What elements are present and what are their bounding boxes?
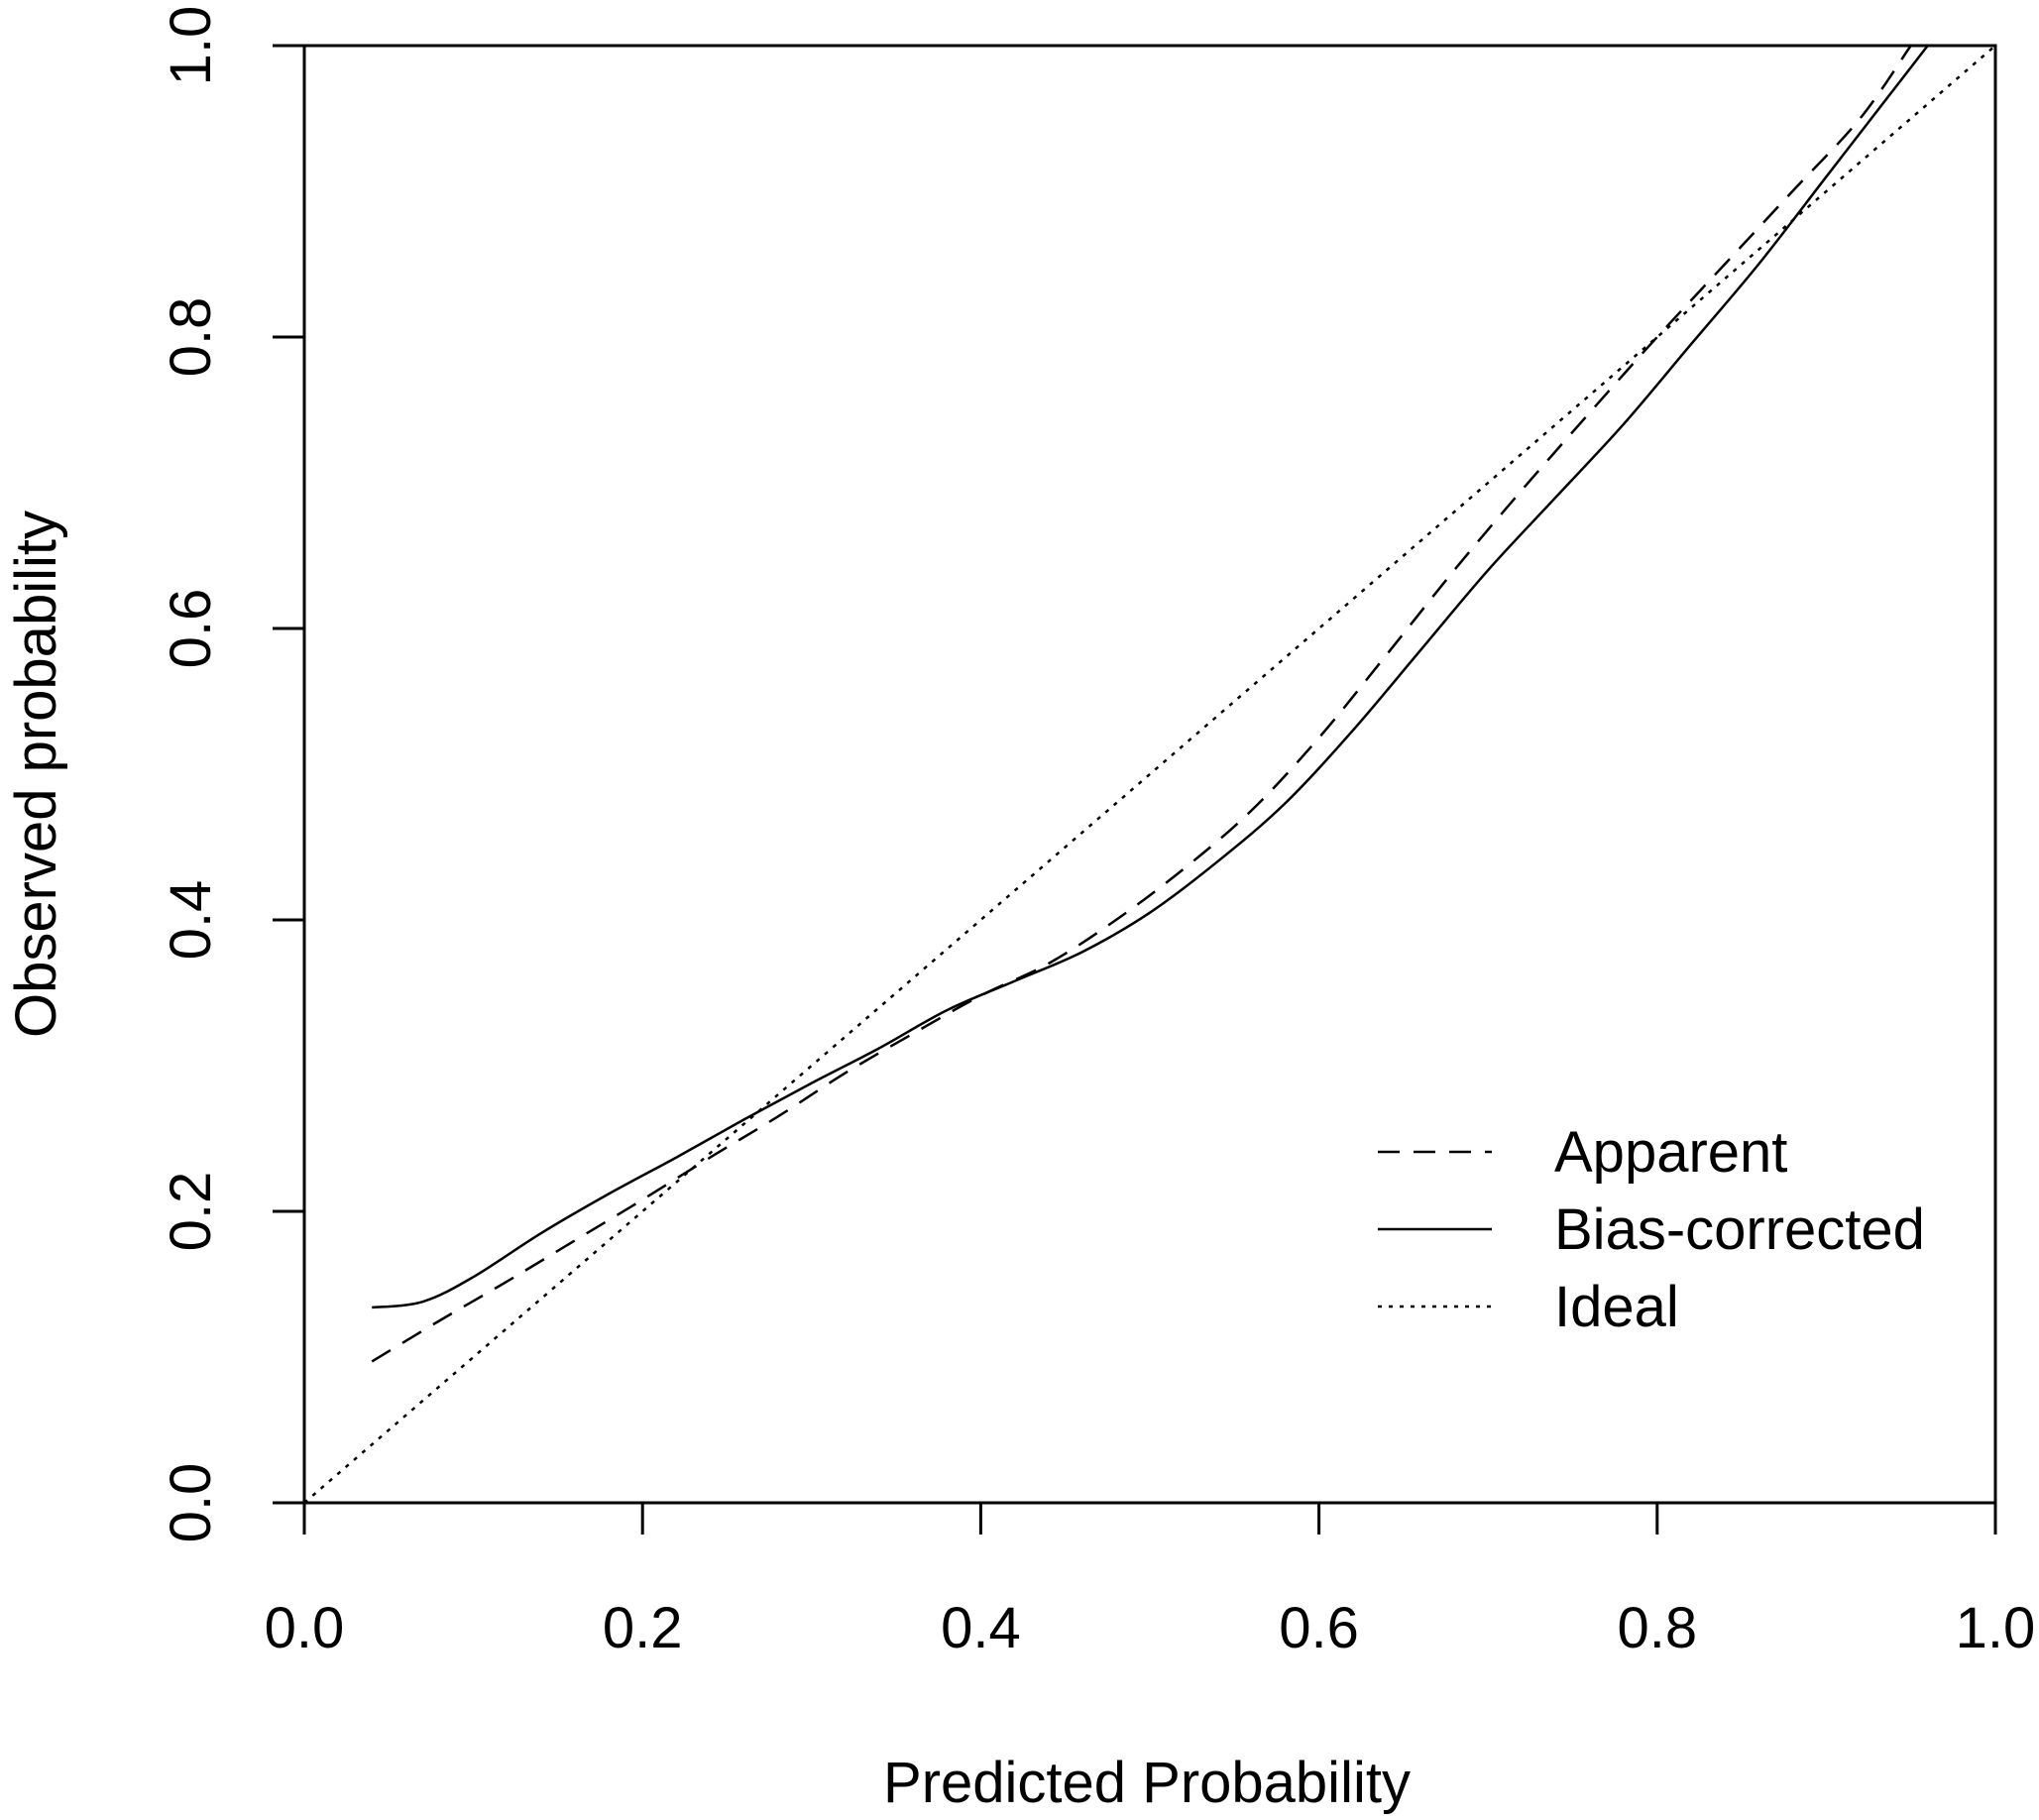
y-tick-label-5: 1.0 (159, 6, 223, 86)
y-tick-label-4: 0.8 (159, 297, 223, 378)
x-tick-label-1: 0.2 (603, 1596, 683, 1660)
plot-frame (302, 44, 1997, 1505)
x-tick-label-4: 0.8 (1617, 1596, 1697, 1660)
x-axis-label: Predicted Probability (883, 1751, 1411, 1815)
y-axis-label: Observed probability (4, 511, 68, 1038)
series-layer (303, 45, 1996, 1504)
y-tick-label-3: 0.6 (159, 589, 223, 669)
y-axis: 0.0 0.2 0.4 0.6 0.8 1.0 (159, 6, 304, 1543)
legend-label-ideal: Ideal (1554, 1275, 1679, 1339)
y-tick-label-0: 0.0 (159, 1463, 223, 1543)
legend-label-apparent: Apparent (1554, 1120, 1787, 1185)
series-line-apparent (371, 45, 1912, 1363)
x-tick-label-0: 0.0 (265, 1596, 345, 1660)
series-line-ideal (303, 45, 1996, 1504)
x-tick-label-3: 0.6 (1279, 1596, 1359, 1660)
x-axis: 0.0 0.2 0.4 0.6 0.8 1.0 (265, 1503, 2036, 1660)
series-line-bias-corrected (372, 45, 1929, 1309)
x-tick-label-5: 1.0 (1956, 1596, 2036, 1660)
legend-label-bias-corrected: Bias-corrected (1554, 1197, 1925, 1262)
y-tick-label-1: 0.2 (159, 1172, 223, 1252)
legend: Apparent Bias-corrected Ideal (1378, 1120, 1925, 1339)
x-tick-label-2: 0.4 (941, 1596, 1021, 1660)
y-tick-label-2: 0.4 (159, 880, 223, 961)
